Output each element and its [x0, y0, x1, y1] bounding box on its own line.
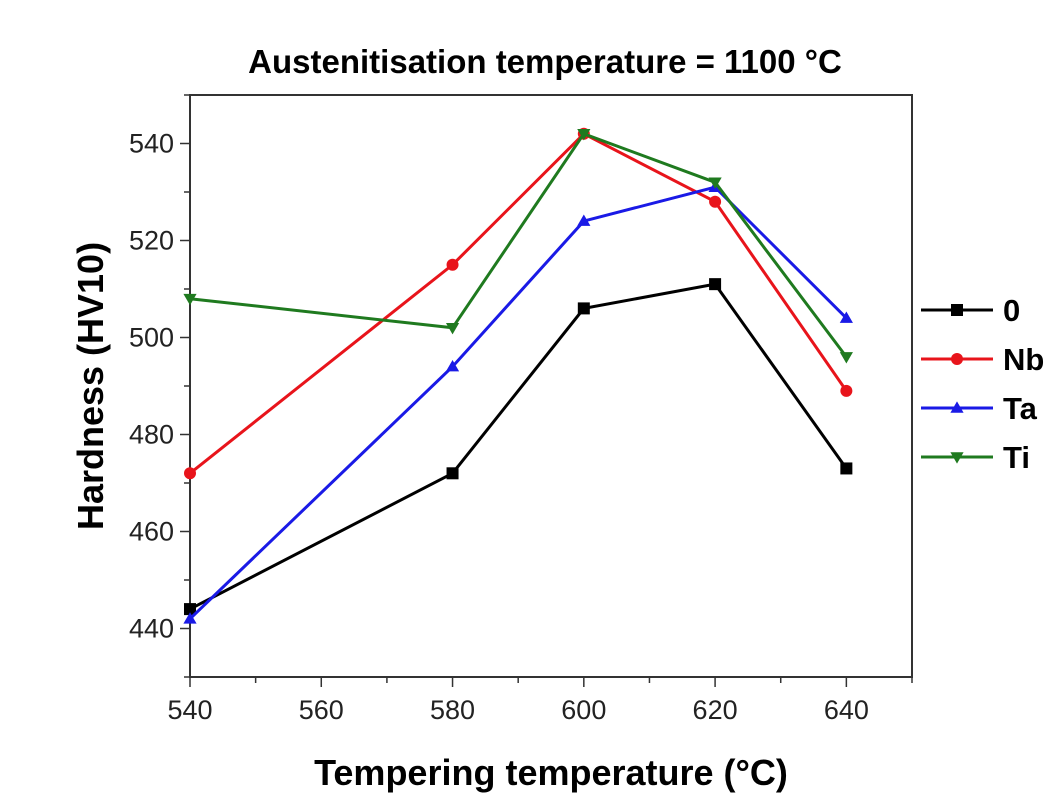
series-line-ta — [188, 185, 848, 620]
x-tick-label: 600 — [561, 695, 606, 725]
data-point-ti — [577, 129, 591, 141]
data-point-0 — [577, 302, 590, 315]
y-tick-label: 520 — [129, 226, 174, 256]
data-point-ti — [445, 323, 460, 335]
x-tick-label: 620 — [693, 695, 738, 725]
data-point-0 — [840, 462, 853, 475]
y-tick-label: 480 — [129, 420, 174, 450]
data-point-ta — [445, 360, 460, 372]
data-point-0 — [446, 467, 459, 480]
data-point-ta — [839, 311, 853, 323]
chart-title: Austenitisation temperature = 1100 °C — [248, 43, 842, 80]
x-tick-label: 540 — [167, 695, 212, 725]
legend-label-nb: Nb — [1003, 342, 1044, 377]
axis-ticks: 540 560 580 600 620 640 440 460 480 500 520 540 — [129, 94, 913, 725]
y-axis-label: Hardness (HV10) — [70, 242, 111, 530]
data-point-0 — [709, 278, 722, 291]
legend-label-ti: Ti — [1003, 440, 1030, 475]
data-point-0 — [184, 603, 196, 616]
data-point-ta — [577, 214, 591, 226]
legend: 0 Nb Ta Ti — [921, 293, 1044, 475]
y-tick-label: 440 — [129, 614, 174, 644]
legend-label-ta: Ta — [1003, 391, 1038, 426]
data-series — [183, 127, 853, 624]
legend-marker-ta — [950, 401, 964, 413]
legend-marker-ti — [950, 452, 964, 464]
y-tick-label: 540 — [129, 129, 174, 159]
x-axis-label: Tempering temperature (°C) — [314, 752, 788, 793]
data-point-nb — [446, 258, 459, 271]
legend-marker-nb — [951, 353, 963, 365]
data-point-nb — [184, 467, 196, 480]
y-tick-label: 500 — [129, 323, 174, 353]
data-point-ta — [183, 612, 197, 624]
series-line-0 — [189, 282, 848, 611]
y-tick-label: 460 — [129, 517, 174, 547]
series-line-ti — [189, 131, 848, 358]
data-point-ti — [708, 177, 722, 189]
x-tick-label: 580 — [430, 695, 475, 725]
x-tick-label: 560 — [299, 695, 344, 725]
legend-marker-0 — [951, 304, 963, 316]
data-point-ti — [839, 352, 853, 364]
x-tick-label: 640 — [824, 695, 869, 725]
data-point-nb — [840, 384, 853, 397]
legend-label-0: 0 — [1003, 293, 1020, 328]
series-line-nb — [189, 131, 848, 475]
data-point-ti — [183, 293, 197, 306]
data-point-nb — [709, 195, 722, 208]
